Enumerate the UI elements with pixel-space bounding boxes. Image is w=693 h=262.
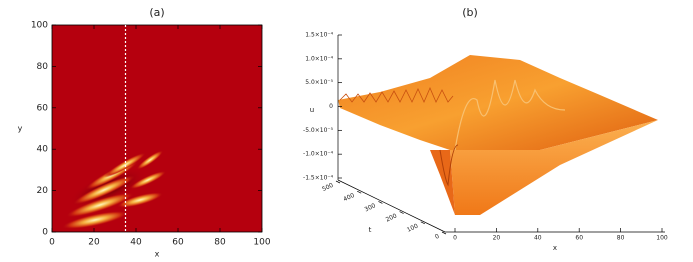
heatmap-features — [61, 150, 167, 230]
z-tick-label: 1.0×10⁻⁴ — [305, 55, 333, 62]
t-tick — [335, 180, 341, 184]
z-tick-label: 0 — [329, 103, 333, 110]
y-axis-label: y — [18, 124, 23, 133]
y-tick-label: 60 — [37, 103, 49, 113]
t-tick — [399, 211, 404, 214]
panel-title: (b) — [462, 6, 478, 19]
t-tick — [378, 201, 383, 204]
t-axis — [337, 179, 446, 233]
t-tick-label: 400 — [342, 192, 356, 203]
t-tick — [420, 221, 425, 225]
x-tick-label: 20 — [493, 235, 501, 242]
surface — [338, 55, 658, 215]
t-tick-label: 0 — [434, 233, 441, 241]
t-tick — [441, 231, 447, 235]
y-tick-label: 40 — [37, 145, 49, 155]
x-tick-label: 0 — [453, 235, 457, 242]
z-tick-label: -1.0×10⁻⁴ — [303, 151, 334, 158]
x-tick-label: 100 — [253, 238, 270, 248]
x-tick-label: 40 — [130, 238, 142, 248]
x-tick-label: 80 — [617, 235, 625, 242]
plot-frame — [51, 24, 263, 233]
y-tick-label: 100 — [31, 21, 48, 31]
z-tick-label: -1.5×10⁻⁴ — [303, 175, 334, 182]
x-tick-label: 60 — [172, 238, 184, 248]
t-tick-label: 200 — [385, 212, 399, 223]
x-tick-label: 0 — [49, 238, 55, 248]
x-tick-label: 80 — [214, 238, 226, 248]
z-axis-label: u — [310, 106, 314, 114]
x-tick-label: 40 — [534, 235, 542, 242]
y-tick-label: 20 — [37, 186, 49, 196]
y-tick-label: 80 — [37, 62, 49, 72]
t-axis-label: t — [369, 226, 372, 234]
t-tick-label: 500 — [321, 182, 335, 193]
x-tick-label: 20 — [88, 238, 100, 248]
x-tick-label: 60 — [575, 235, 583, 242]
t-tick — [357, 190, 362, 194]
t-tick-label: 300 — [364, 202, 378, 213]
z-tick-label: 5.0×10⁻⁵ — [305, 79, 333, 86]
x-axis-label: x — [155, 250, 160, 259]
x-tick-label: 100 — [656, 235, 668, 242]
z-tick-label: -5.0×10⁻⁵ — [303, 127, 334, 134]
panel-title: (a) — [149, 6, 164, 19]
t-tick-label: 100 — [406, 223, 420, 234]
z-tick-label: 1.5×10⁻⁴ — [305, 32, 333, 39]
x-axis-label: x — [553, 244, 557, 252]
y-tick-label: 0 — [42, 228, 48, 238]
